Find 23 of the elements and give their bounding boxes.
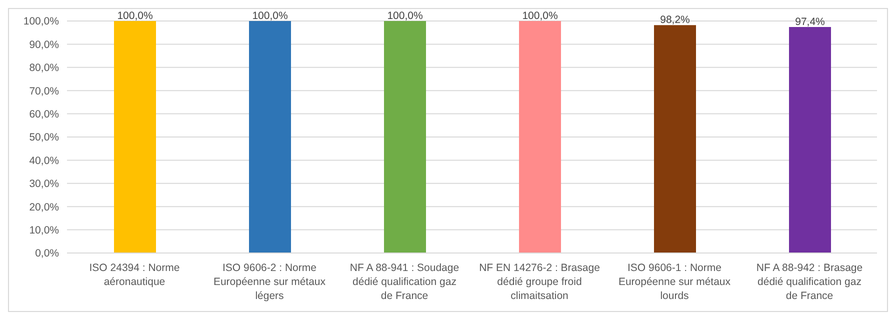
- y-tick-label: 100,0%: [23, 16, 59, 28]
- y-tick-label: 0,0%: [35, 248, 59, 260]
- y-tick-label: 60,0%: [29, 108, 59, 121]
- x-tick-label: ISO 24394 : Norme aéronautique: [89, 262, 180, 288]
- data-label: 100,0%: [252, 10, 288, 22]
- data-label: 98,2%: [660, 14, 690, 26]
- data-label: 100,0%: [117, 10, 153, 22]
- x-tick-label: NF A 88-941 : Soudage dédié qualification gaz de France: [350, 262, 460, 302]
- y-tick-label: 20,0%: [29, 201, 59, 214]
- x-tick-label: NF EN 14276-2 : Brasage dédié groupe froid climaitsation: [479, 262, 600, 302]
- data-label: 100,0%: [522, 10, 558, 22]
- y-tick-label: 30,0%: [29, 178, 59, 190]
- y-tick-label: 90,0%: [29, 38, 59, 51]
- x-tick-label: NF A 88-942 : Brasage dédié qualification gaz de France: [756, 262, 863, 302]
- y-tick-label: 80,0%: [29, 62, 59, 74]
- y-tick-label: 40,0%: [29, 154, 59, 167]
- y-tick-label: 10,0%: [29, 224, 59, 237]
- y-tick-label: 70,0%: [29, 85, 59, 98]
- x-tick-label: ISO 9606-2 : Norme Européenne sur métaux légers: [213, 262, 326, 302]
- data-label: 100,0%: [387, 10, 423, 22]
- x-tick-label: ISO 9606-1 : Norme Européenne sur métaux lourds: [618, 262, 732, 302]
- data-label: 97,4%: [795, 16, 825, 28]
- y-tick-label: 50,0%: [29, 132, 59, 144]
